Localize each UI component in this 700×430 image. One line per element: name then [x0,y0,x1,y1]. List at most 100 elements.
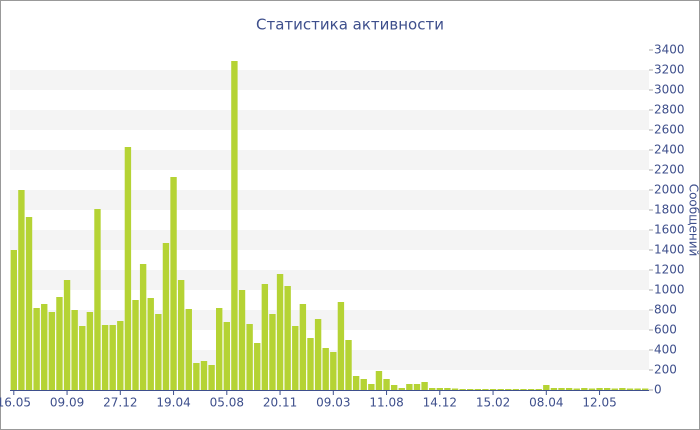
x-tick-label: 14.12 [423,396,457,410]
bar [596,388,603,390]
bar [603,388,611,390]
bar [436,388,443,390]
x-tick-label: 16.05 [0,396,31,410]
bar [444,388,451,390]
bar [581,388,588,390]
bar [314,319,322,390]
bar [375,371,383,390]
bar [383,379,390,390]
bar [231,61,238,390]
x-tick-label: 11.08 [369,396,403,410]
bar [170,177,177,390]
y-tick-label: 200 [654,363,677,377]
bar [390,385,398,390]
bar [147,298,154,390]
x-tick-label: 15.02 [476,396,510,410]
bar [413,384,421,390]
bar [573,388,580,390]
bar [284,286,291,390]
grid-band [10,150,649,170]
bar [261,284,269,390]
bar [269,314,276,390]
y-axis-label: Сообщений [687,184,700,257]
bar [63,280,71,390]
bar [86,312,94,390]
bar [322,348,329,390]
y-tick-label: 600 [654,323,677,337]
bar [41,304,48,390]
y-tick-label: 1000 [654,283,685,297]
bar [33,308,40,390]
bar [467,389,474,390]
y-tick-label: 2400 [654,143,685,157]
bar [565,388,573,390]
bar [162,243,170,390]
bar [345,340,352,390]
bar [474,389,482,390]
y-tick-label: 0 [654,383,662,397]
bar [94,209,101,390]
y-tick-label: 1800 [654,203,685,217]
bar [497,389,504,390]
bar [489,389,497,390]
y-tick-label: 2200 [654,163,685,177]
bar [634,388,641,390]
bar [421,382,428,390]
bar [200,361,208,390]
y-tick-label: 1600 [654,223,685,237]
x-tick-label: 27.12 [103,396,137,410]
bar [626,388,634,390]
x-tick-label: 08.04 [529,396,563,410]
bar [79,326,86,390]
bar [299,304,307,390]
bar [527,389,535,390]
bar [71,310,78,390]
x-tick-label: 20.11 [263,396,297,410]
bar [155,314,162,390]
y-tick-label: 3400 [654,43,685,57]
y-tick-label: 2600 [654,123,685,137]
bar [139,264,147,390]
grid-band [10,110,649,130]
bar [292,326,299,390]
bar [101,325,109,390]
bar [109,325,116,390]
grid-band [10,190,649,210]
grid-band [10,230,649,250]
bar [177,280,185,390]
bar [360,379,367,390]
bar [238,290,246,390]
chart-title: Статистика активности [256,16,444,34]
bar [352,376,360,390]
y-tick-label: 3000 [654,83,685,97]
x-tick-label: 05.08 [210,396,244,410]
y-tick-label: 3200 [654,63,685,77]
bar [482,389,489,390]
bar [619,388,626,390]
bar [451,388,459,390]
bar [558,388,565,390]
grid-band [10,350,649,370]
bar [642,388,649,390]
bar [611,388,618,390]
bar [543,385,550,390]
x-tick-label: 09.09 [50,396,84,410]
bar [398,388,405,390]
bar [208,365,215,390]
bar [132,300,139,390]
bar [512,389,520,390]
bar [193,363,200,390]
bar [307,338,314,390]
bar [520,389,527,390]
bar [505,389,512,390]
bar [588,388,596,390]
bar [10,250,17,390]
bar [337,302,345,390]
y-tick-label: 1200 [654,263,685,277]
x-tick-label: 12.05 [582,396,616,410]
y-tick-label: 1400 [654,243,685,257]
grid-band [10,70,649,90]
bar [48,312,56,390]
bar [185,309,192,390]
